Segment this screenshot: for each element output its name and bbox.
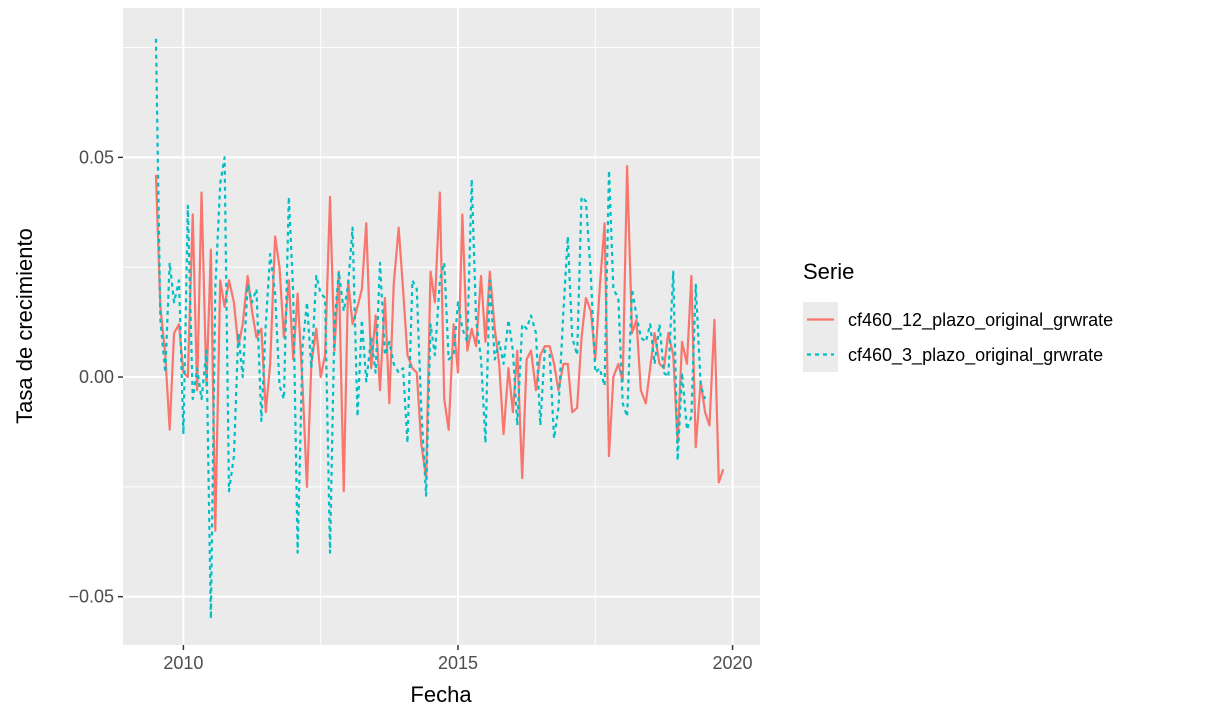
y-axis-title: Tasa de crecimiento <box>12 228 37 424</box>
y-tick-label: −0.05 <box>68 587 114 607</box>
x-tick-label: 2010 <box>163 653 203 673</box>
y-tick-label: 0.05 <box>79 147 114 167</box>
major-gridlines <box>123 8 760 645</box>
plot-background <box>123 8 760 645</box>
legend-label-1: cf460_12_plazo_original_grwrate <box>848 310 1113 331</box>
legend-title: Serie <box>803 259 854 284</box>
x-axis-title: Fecha <box>410 682 472 707</box>
x-tick-label: 2015 <box>438 653 478 673</box>
series-line-1 <box>154 165 725 532</box>
y-tick-label: 0.00 <box>79 367 114 387</box>
series-layer <box>154 38 725 620</box>
x-tick-label: 2020 <box>713 653 753 673</box>
series-line-2 <box>154 38 707 620</box>
legend: Serie cf460_12_plazo_original_grwrate cf4… <box>803 259 1113 372</box>
x-axis: 2010 2015 2020 <box>163 645 753 673</box>
y-axis: −0.05 0.00 0.05 <box>68 147 123 607</box>
legend-label-2: cf460_3_plazo_original_grwrate <box>848 345 1103 366</box>
